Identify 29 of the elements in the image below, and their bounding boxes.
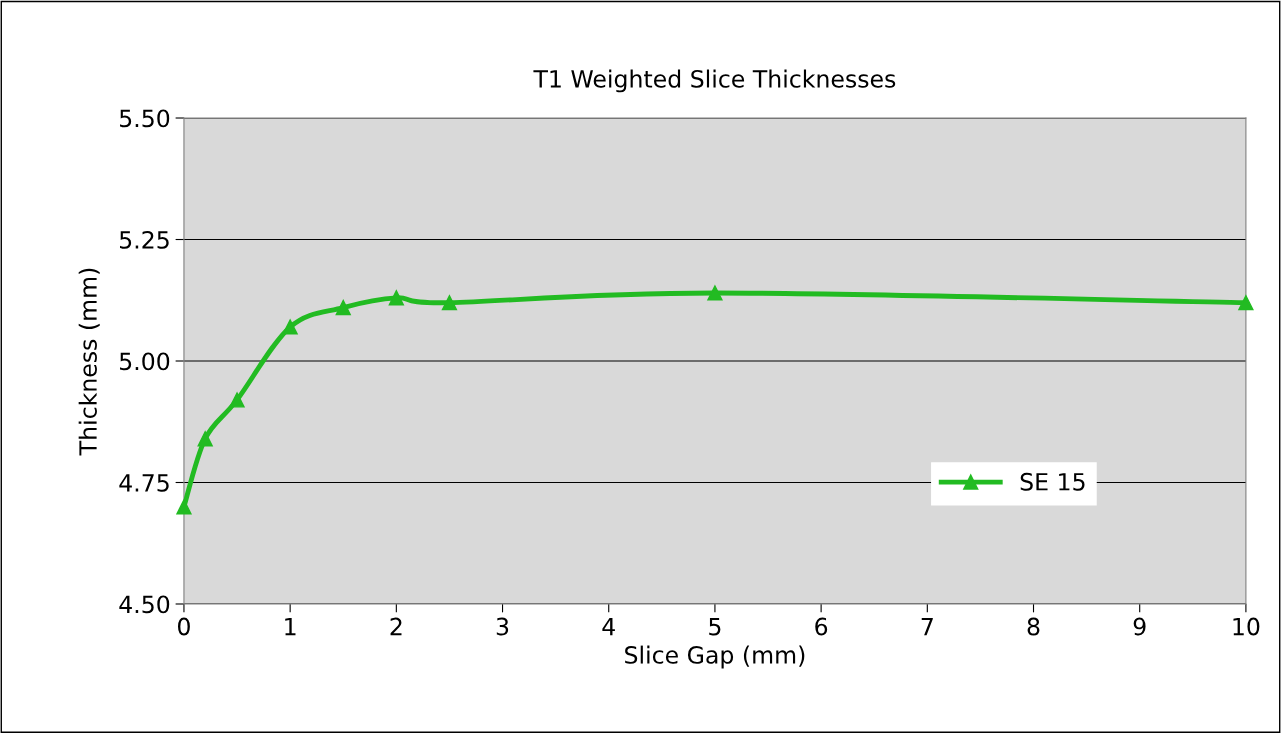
x-tick-label: 10	[1233, 617, 1260, 636]
point	[707, 285, 723, 301]
y-axis-title: Thickness (mm)	[78, 268, 100, 456]
y-tick-label: 5.50	[120, 109, 170, 128]
point	[1238, 295, 1254, 311]
x-axis-title: Slice Gap (mm)	[625, 645, 805, 669]
x-tick-label: 1	[285, 617, 296, 636]
x-tick-label: 7	[921, 617, 933, 636]
x-tick-label: 3	[496, 617, 509, 636]
legend-label: SE 15	[1020, 472, 1085, 491]
chart-title: T1 Weighted Slice Thicknesses	[533, 69, 896, 93]
point	[229, 392, 245, 408]
y-tick-label: 4.50	[119, 595, 170, 614]
y-tick-label: 5.25	[120, 230, 169, 249]
y-tick-label: 5.00	[120, 352, 170, 371]
x-tick-label: 6	[815, 617, 828, 636]
x-tick-label: 4	[602, 617, 615, 636]
point	[176, 499, 192, 515]
point	[388, 290, 404, 306]
x-tick-label: 8	[1027, 617, 1040, 636]
x-tick-label: 9	[1133, 617, 1146, 636]
point	[282, 319, 298, 335]
x-tick-label: 5	[709, 617, 721, 636]
point	[441, 295, 458, 311]
y-tick-label: 4.75	[119, 474, 169, 492]
x-tick-label: 2	[390, 617, 402, 636]
point	[335, 299, 351, 316]
x-tick-label: 0	[178, 617, 190, 636]
point	[197, 431, 213, 447]
